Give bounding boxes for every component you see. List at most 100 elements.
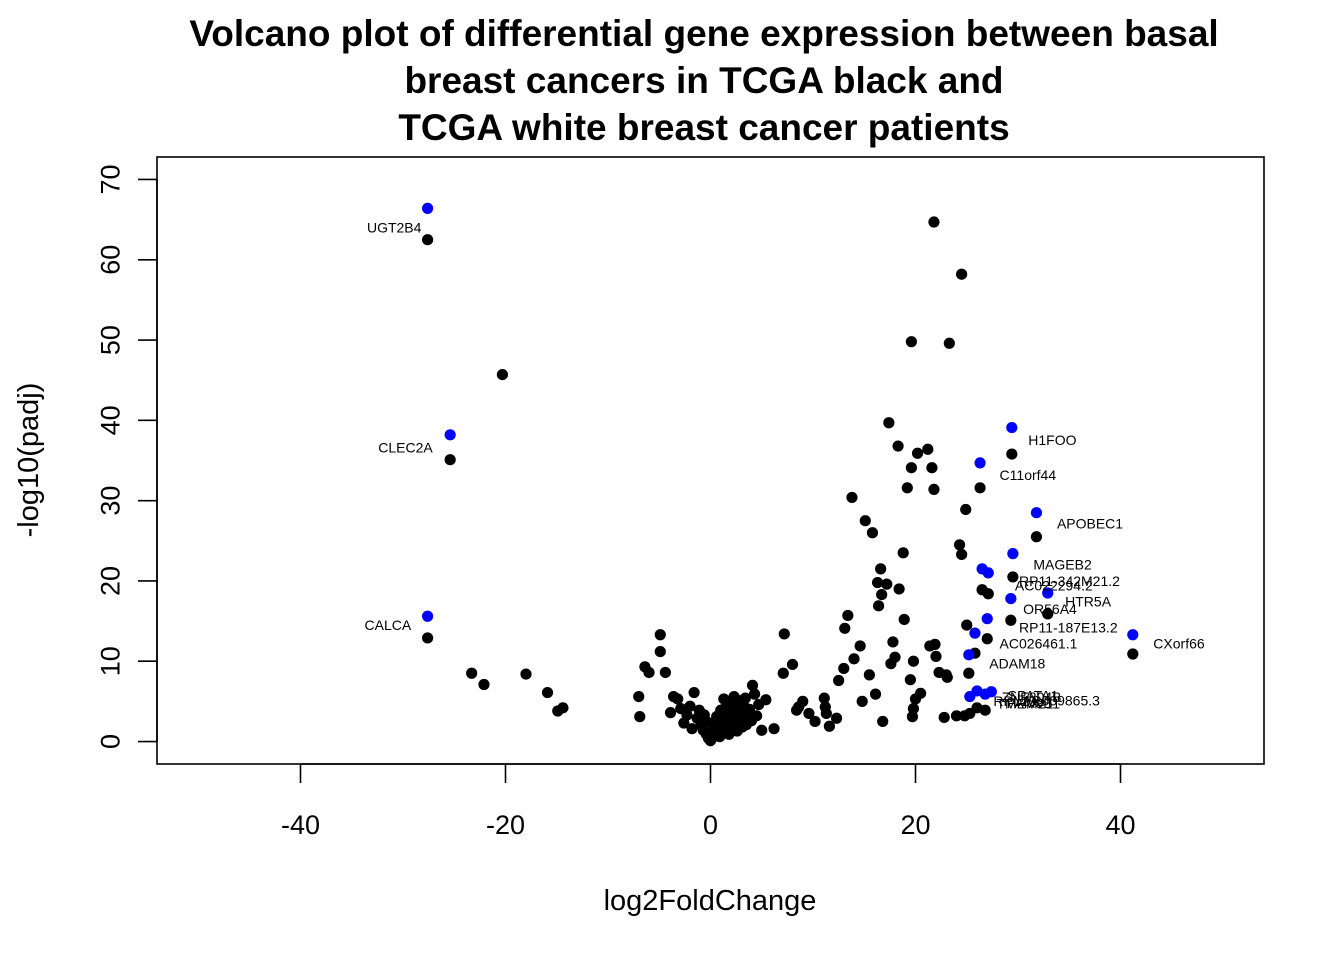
gene-point (1007, 571, 1019, 583)
gene-label: ADAM18 (989, 655, 1045, 671)
gene-point (938, 711, 950, 724)
x-tick-label: -20 (486, 810, 525, 840)
x-tick-label: -40 (281, 810, 320, 840)
gene-point (633, 690, 645, 703)
chart-title-line-3: TCGA white breast cancer patients (398, 107, 1010, 148)
gene-point (684, 700, 696, 712)
gene-point (743, 703, 756, 716)
gene-point (654, 645, 666, 658)
gene-point (873, 600, 885, 612)
gene-point (871, 576, 884, 589)
gene-label: FAM9B (1007, 695, 1053, 711)
gene-point (778, 628, 790, 640)
gene-point (823, 720, 836, 732)
highlighted-gene-point (422, 202, 434, 214)
highlighted-gene-point (444, 429, 456, 441)
gene-point (901, 482, 913, 494)
gene-point (846, 491, 858, 504)
gene-point (833, 674, 845, 687)
gene-point (748, 688, 761, 700)
gene-point (961, 619, 973, 631)
gene-point (686, 723, 698, 735)
data-points (422, 202, 1139, 747)
chart-title-line-2: breast cancers in TCGA black and (404, 60, 1004, 101)
gene-labels: UGT2B4 CLEC2A CALCA H1FOO C11orf44 APOBEC1 MAG… (365, 219, 1205, 711)
gene-point (842, 609, 854, 622)
gene-point (422, 234, 434, 246)
gene-point (926, 462, 938, 474)
y-tick-label: 50 (95, 325, 125, 355)
gene-point (892, 440, 904, 452)
highlighted-gene-point (1127, 629, 1139, 641)
gene-point (907, 702, 920, 715)
x-tick-label: 20 (900, 810, 930, 840)
gene-point (1005, 614, 1017, 626)
gene-point (777, 667, 789, 679)
gene-point (659, 666, 672, 679)
gene-point (541, 686, 554, 699)
gene-point (930, 650, 942, 663)
highlighted-gene-point (1030, 507, 1043, 519)
gene-label: AC022294.2 (1015, 578, 1093, 594)
gene-point (654, 629, 666, 641)
gene-point (786, 658, 799, 671)
gene-label: AC026461.1 (1000, 635, 1078, 651)
gene-point (848, 653, 860, 665)
gene-point (768, 723, 780, 735)
gene-point (905, 336, 918, 348)
gene-point (875, 563, 887, 575)
y-tick-label: 30 (95, 486, 125, 516)
highlighted-gene-point (1007, 548, 1019, 560)
gene-label: H1FOO (1028, 432, 1076, 448)
gene-point (953, 539, 966, 551)
highlighted-gene-point (981, 613, 993, 625)
gene-point (746, 679, 759, 691)
gene-point (809, 715, 821, 728)
gene-point (643, 666, 655, 679)
gene-point (557, 702, 569, 714)
gene-label: RPL10L (993, 693, 1044, 709)
gene-point (974, 482, 986, 494)
chart-title-line-1: Volcano plot of differential gene expres… (189, 13, 1219, 54)
gene-label: AC009865.3 (1022, 692, 1100, 708)
gene-point (688, 686, 700, 699)
gene-point (466, 667, 478, 679)
gene-point (950, 710, 963, 722)
highlighted-gene-point (1006, 421, 1018, 434)
gene-point (797, 695, 809, 707)
gene-point (496, 368, 509, 381)
gene-point (1006, 448, 1018, 460)
y-axis: 0 10 20 30 40 50 60 70 (95, 164, 158, 749)
gene-point (929, 638, 941, 650)
y-axis-title: -log10(padj) (13, 383, 45, 538)
gene-point (876, 588, 888, 601)
gene-label: CALCA (365, 617, 412, 633)
gene-point (893, 583, 905, 595)
gene-label: UGT2B4 (367, 219, 422, 235)
gene-point (859, 515, 871, 527)
highlighted-gene-point (969, 627, 981, 639)
y-tick-label: 0 (95, 734, 125, 749)
gene-point (854, 640, 866, 652)
gene-point (904, 674, 916, 686)
gene-point (981, 633, 993, 645)
gene-point (928, 216, 940, 228)
gene-point (856, 695, 868, 707)
gene-point (911, 447, 924, 459)
gene-point (634, 711, 646, 723)
y-tick-label: 60 (95, 245, 125, 275)
gene-label: RP11-342M21.2 (1019, 573, 1120, 589)
gene-point (478, 678, 490, 691)
gene-point (520, 668, 532, 680)
gene-point (956, 548, 968, 561)
gene-point (943, 337, 955, 349)
gene-point (982, 588, 994, 600)
gene-point (863, 669, 875, 681)
highlighted-gene-point (963, 649, 975, 661)
x-tick-label: 0 (703, 810, 718, 840)
y-tick-label: 40 (95, 405, 125, 435)
gene-point (877, 715, 889, 728)
gene-point (818, 692, 830, 704)
gene-point (839, 622, 851, 634)
gene-point (956, 268, 968, 280)
